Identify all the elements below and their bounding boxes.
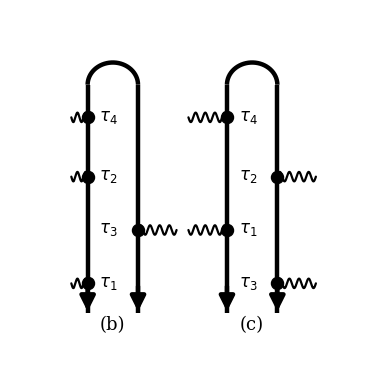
Text: $\tau_4$: $\tau_4$: [99, 109, 118, 126]
Point: [85, 280, 91, 286]
Text: $\tau_2$: $\tau_2$: [239, 168, 257, 185]
Point: [85, 114, 91, 121]
Point: [224, 227, 230, 233]
Point: [274, 174, 280, 180]
Point: [85, 174, 91, 180]
Text: $\tau_1$: $\tau_1$: [99, 275, 118, 292]
Text: $\tau_3$: $\tau_3$: [239, 275, 257, 292]
Point: [135, 227, 141, 233]
Text: $\tau_3$: $\tau_3$: [99, 221, 118, 238]
Point: [224, 114, 230, 121]
Text: (b): (b): [100, 316, 126, 334]
Text: $\tau_4$: $\tau_4$: [239, 109, 258, 126]
Point: [274, 280, 280, 286]
Text: $\tau_2$: $\tau_2$: [99, 168, 118, 185]
Text: $\tau_1$: $\tau_1$: [239, 221, 257, 238]
Text: (c): (c): [240, 316, 264, 334]
